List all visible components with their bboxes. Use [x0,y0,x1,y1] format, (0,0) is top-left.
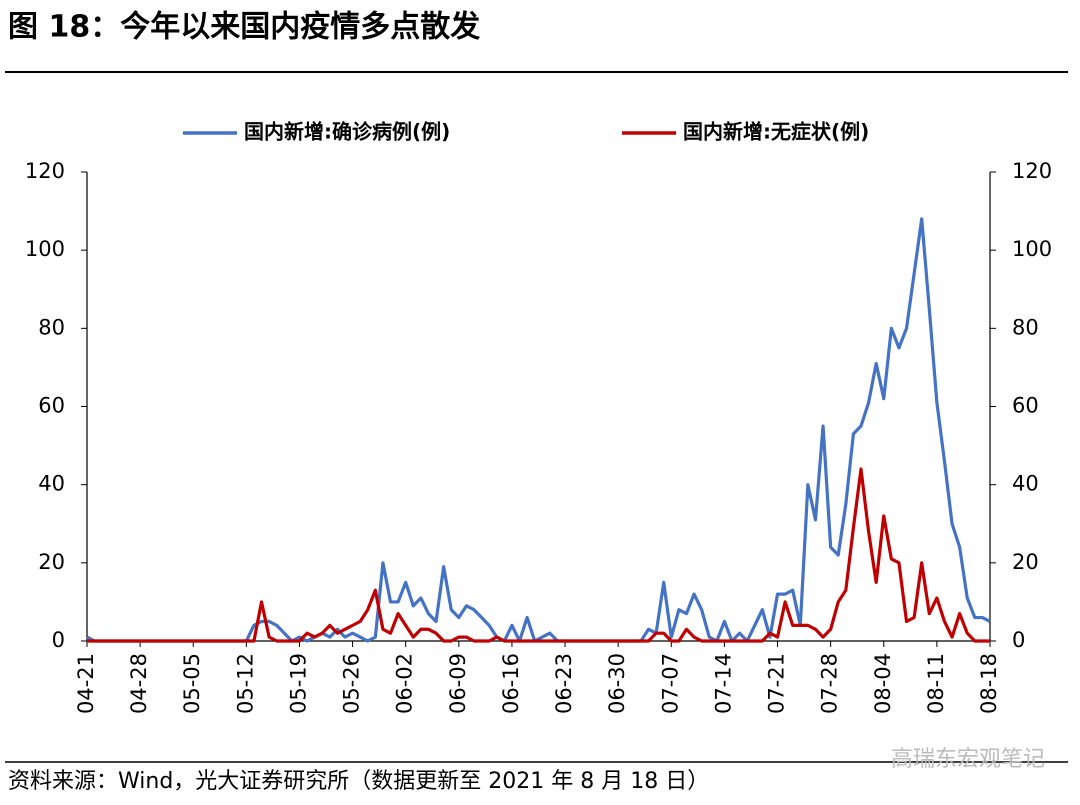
y2-tick-label: 40 [1012,472,1039,496]
x-tick-label: 06-02 [393,653,417,714]
x-tick-label: 05-12 [233,653,257,714]
x-tick-label: 07-21 [765,653,789,714]
x-tick-label: 06-16 [499,653,523,714]
y-tick-label: 120 [25,159,65,183]
x-tick-label: 07-07 [658,653,682,714]
y-tick-label: 80 [38,315,65,339]
legend-label: 国内新增:确诊病例(例) [244,120,450,144]
y2-tick-label: 60 [1012,394,1039,418]
x-tick-label: 05-26 [340,653,364,714]
y-tick-label: 40 [38,472,65,496]
x-tick-label: 06-09 [446,653,470,714]
y2-tick-label: 20 [1012,550,1039,574]
y2-tick-label: 120 [1012,159,1052,183]
y2-tick-label: 100 [1012,237,1052,261]
source: 资料来源：Wind，光大证券研究所（数据更新至 2021 年 8 月 18 日） [8,769,709,794]
y2-tick-label: 80 [1012,315,1039,339]
x-tick-label: 06-23 [552,653,576,714]
x-tick-label: 05-19 [286,653,310,714]
y-tick-label: 100 [25,237,65,261]
y2-tick-label: 0 [1012,628,1025,652]
x-tick-label: 08-11 [924,653,948,714]
legend-label: 国内新增:无症状(例) [683,120,869,144]
x-tick-label: 08-04 [871,653,895,714]
series-line [86,217,991,643]
y-tick-label: 20 [38,550,65,574]
x-tick-label: 08-18 [977,653,1001,714]
x-tick-label: 05-05 [180,653,204,714]
x-tick-label: 04-21 [74,653,98,714]
x-tick-label: 06-30 [605,653,629,714]
watermark: 高瑞东宏观笔记 [891,747,1045,772]
y-tick-label: 60 [38,394,65,418]
chart-title: 图 18：今年以来国内疫情多点散发 [8,10,480,45]
x-tick-label: 04-28 [127,653,151,714]
x-tick-label: 07-14 [711,653,735,714]
x-tick-label: 07-28 [818,653,842,714]
series-line [87,467,990,643]
y-tick-label: 0 [52,628,65,652]
